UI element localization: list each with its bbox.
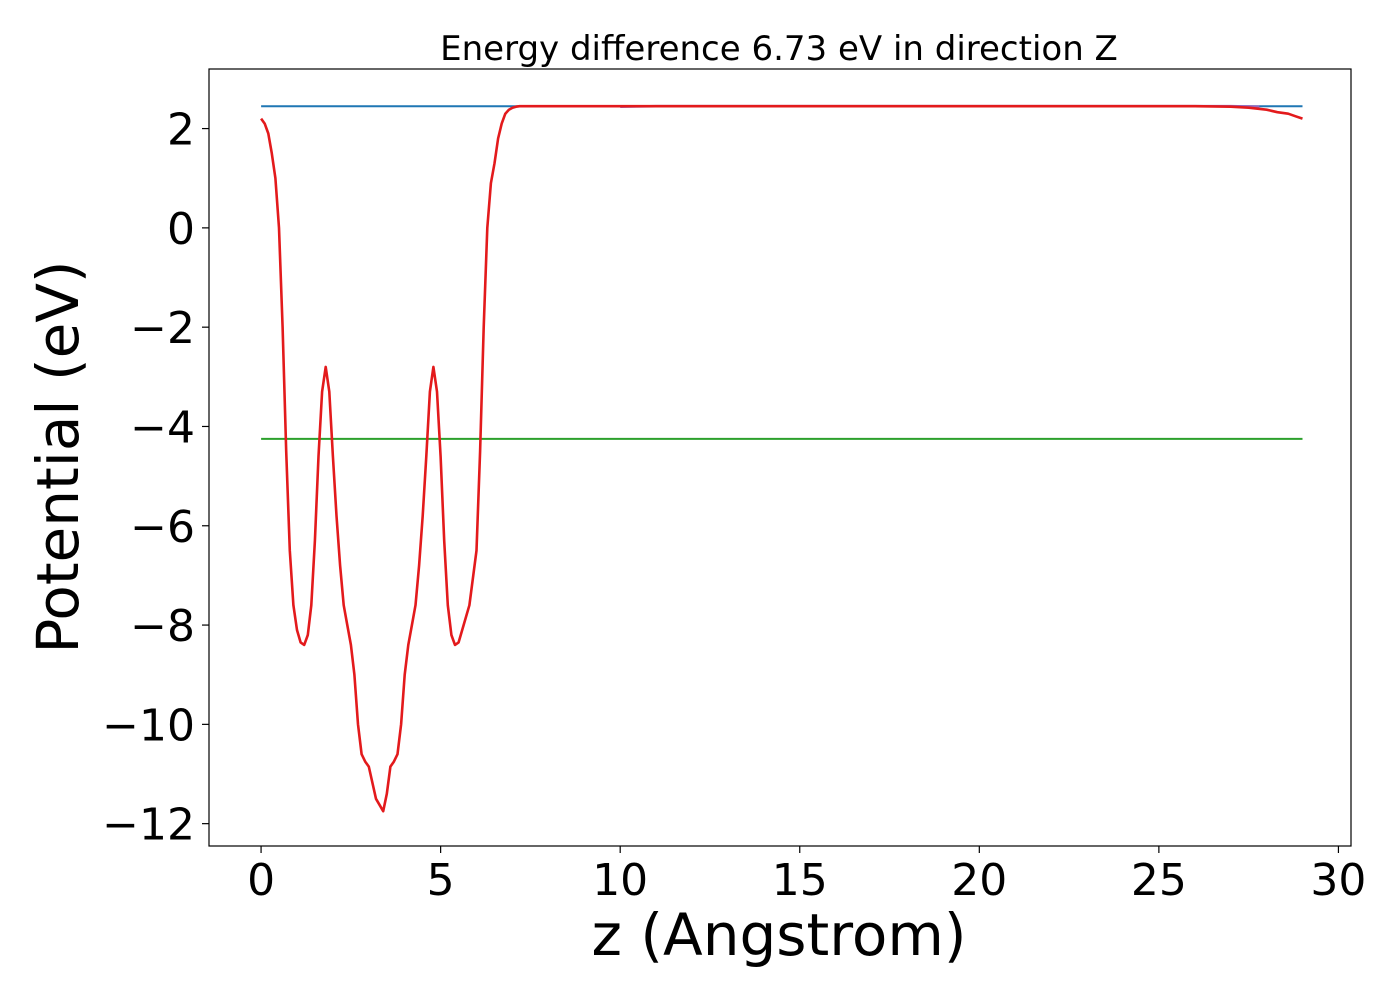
y-tick-label: −2 [130, 303, 195, 354]
chart-title: Energy difference 6.73 eV in direction Z [440, 29, 1118, 69]
x-tick-label: 20 [951, 855, 1007, 906]
y-tick-label: −10 [102, 700, 195, 751]
x-tick-label: 25 [1131, 855, 1187, 906]
series-line-4 [260, 104, 1303, 813]
y-tick-label: −12 [102, 800, 195, 851]
y-tick-label: −4 [130, 402, 195, 453]
y-axis: 2 0 −2 −4 −6 −8 −10 −12 [102, 105, 209, 851]
x-axis: 0 5 10 15 20 25 30 [247, 846, 1366, 906]
plot-frame [208, 68, 1352, 847]
x-tick-label: 30 [1310, 855, 1366, 906]
y-axis-label: Potential (eV) [24, 260, 92, 653]
x-tick-label: 0 [247, 855, 275, 906]
plot-area [260, 104, 1303, 813]
y-tick-label: −8 [130, 601, 195, 652]
y-tick-label: 2 [167, 105, 195, 156]
x-axis-label: z (Angstrom) [592, 901, 967, 969]
y-tick-label: 0 [167, 204, 195, 255]
x-tick-label: 5 [427, 855, 455, 906]
x-tick-label: 10 [592, 855, 648, 906]
x-tick-label: 15 [772, 855, 828, 906]
y-tick-label: −6 [130, 502, 195, 553]
